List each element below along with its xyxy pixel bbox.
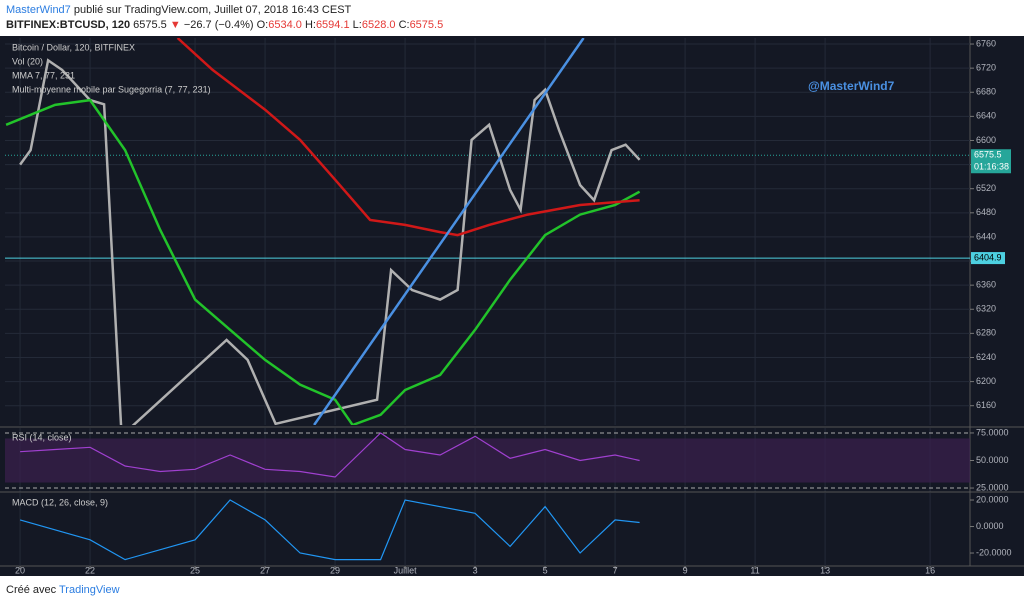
indicator-label: Multi-moyenne mobile par Sugegorria (7, … — [12, 84, 211, 94]
y-tick-label: 6360 — [976, 280, 996, 290]
x-tick-label: 16 — [925, 565, 935, 575]
y-tick-label: 6600 — [976, 135, 996, 145]
close: 6575.5 — [409, 19, 444, 31]
x-tick-label: 27 — [260, 565, 270, 575]
y-tick-label: 6160 — [976, 400, 996, 410]
panel-title: MACD (12, 26, close, 9) — [12, 497, 108, 507]
x-tick-label: Juillet — [394, 565, 418, 575]
rsi-band — [5, 438, 970, 483]
y-tick-label: 6680 — [976, 87, 996, 97]
timer-label: 01:16:38 — [974, 162, 1009, 172]
open: 6534.0 — [268, 19, 302, 31]
background — [0, 36, 1024, 576]
x-tick-label: 13 — [820, 565, 830, 575]
y-tick-label: 6640 — [976, 111, 996, 121]
series-line — [19, 58, 641, 425]
low: 6528.0 — [361, 19, 396, 31]
y-tick-label: 0.0000 — [976, 521, 1004, 531]
panel — [5, 38, 970, 425]
indicator-label: Vol (20) — [12, 56, 43, 66]
series-line — [5, 98, 641, 425]
h-label: H: — [304, 19, 316, 31]
hline-tag — [971, 252, 1005, 265]
publish-line: MasterWind7 publié sur TradingView.com, … — [6, 3, 1018, 18]
x-tick-label: 29 — [330, 565, 340, 575]
y-tick-label: 6520 — [976, 183, 996, 193]
x-tick-label: 3 — [473, 565, 478, 575]
price: 6575.5 — [133, 19, 167, 31]
brand[interactable]: TradingView — [59, 584, 120, 596]
y-tick-label: 6440 — [976, 231, 996, 241]
author[interactable]: MasterWind7 — [6, 4, 71, 16]
y-tick-label: 6480 — [976, 207, 996, 217]
symbol: BITFINEX:BTCUSD, 120 — [6, 19, 131, 31]
series-line — [176, 38, 640, 237]
header: MasterWind7 publié sur TradingView.com, … — [0, 0, 1024, 36]
watermark: @MasterWind7 — [808, 79, 895, 93]
series-line — [313, 38, 585, 425]
y-tick-label: 25.0000 — [976, 482, 1009, 492]
panel — [5, 428, 970, 492]
x-tick-label: 9 — [683, 565, 688, 575]
y-tick-label: 6280 — [976, 328, 996, 338]
x-tick-label: 20 — [15, 565, 25, 575]
footer: Créé avec TradingView — [0, 576, 1024, 605]
y-tick-label: -20.0000 — [976, 547, 1012, 557]
o-label: O: — [256, 19, 269, 31]
panel-title: RSI (14, close) — [12, 432, 72, 442]
created: Créé avec — [6, 584, 57, 596]
panel-title: Bitcoin / Dollar, 120, BITFINEX — [12, 42, 135, 52]
indicator-label: MMA 7, 77, 231 — [12, 70, 75, 80]
y-tick-label: 6320 — [976, 304, 996, 314]
x-tick-label: 7 — [613, 565, 618, 575]
y-tick-label: 75.0000 — [976, 427, 1009, 437]
y-tick-label: 6760 — [976, 38, 996, 48]
arrow: ▼ — [169, 19, 181, 31]
x-tick-label: 11 — [750, 565, 759, 575]
y-tick-label: 20.0000 — [976, 494, 1009, 504]
price-tag — [971, 149, 1011, 174]
y-tick-label: 6240 — [976, 352, 996, 362]
x-tick-label: 5 — [543, 565, 548, 575]
l-label: L: — [352, 19, 362, 31]
series-line — [19, 499, 640, 561]
change: −26.7 (−0.4%) — [183, 19, 254, 31]
y-tick-label: 50.0000 — [976, 455, 1009, 465]
series-line — [20, 432, 640, 478]
panel — [19, 493, 931, 566]
x-tick-label: 25 — [190, 565, 200, 575]
y-tick-label: 6200 — [976, 376, 996, 386]
x-tick-label: 22 — [85, 565, 95, 575]
price-label: 6575.5 — [974, 150, 1002, 160]
chart: 6160620062406280632063606400644064806520… — [0, 36, 1024, 576]
c-label: C: — [398, 19, 410, 31]
published: publié sur TradingView.com, Juillet 07, … — [73, 4, 352, 16]
hline-label: 6404.9 — [974, 252, 1002, 262]
y-tick-label: 6720 — [976, 63, 996, 73]
symbol-line: BITFINEX:BTCUSD, 120 6575.5 ▼ −26.7 (−0.… — [6, 18, 1018, 33]
high: 6594.1 — [315, 19, 350, 31]
